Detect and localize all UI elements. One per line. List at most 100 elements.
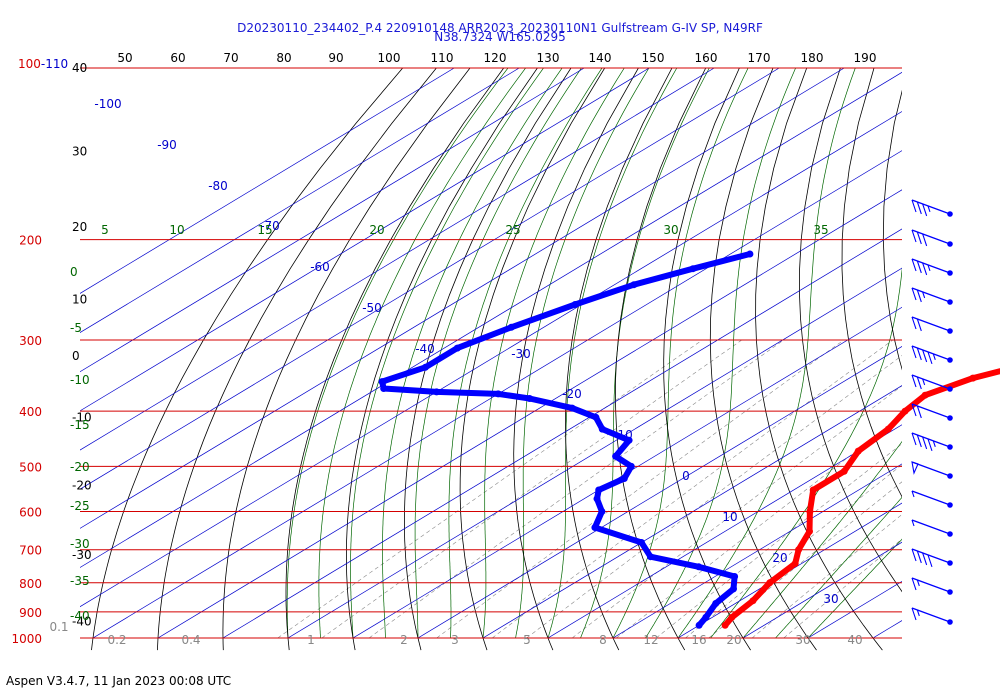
- isotherm-label: 10: [722, 510, 737, 524]
- temperature-point: [721, 621, 729, 629]
- wind-barb-staff: [911, 607, 951, 623]
- moist-adiabat-left-label: -5: [70, 321, 82, 335]
- mixing-ratio-line: [368, 339, 784, 639]
- dewpoint-point: [689, 265, 697, 273]
- wind-barb-full: [916, 318, 922, 332]
- wind-barb: [911, 316, 953, 334]
- dewpoint-point: [598, 508, 606, 515]
- moist-adiabat-left-label: -20: [70, 460, 90, 474]
- top-axis-label: 60: [170, 51, 185, 65]
- mixing-ratio-label: 20: [726, 633, 741, 647]
- wind-barb-full: [916, 289, 922, 303]
- pressure-tick-label: 800: [19, 577, 42, 591]
- wind-barb-full: [922, 552, 928, 566]
- wind-barb-station: [947, 589, 953, 595]
- wind-barb: [911, 577, 953, 595]
- wind-barb: [911, 229, 953, 247]
- height-label: 30: [72, 144, 87, 158]
- wind-barb-station: [947, 415, 953, 421]
- moist-adiabat-left-label: -30: [70, 537, 90, 551]
- dry-adiabat-line: [285, 68, 505, 651]
- temperature-point: [854, 447, 862, 455]
- moist-adiabat-label: 15: [257, 223, 272, 237]
- wind-barb-full: [911, 229, 917, 243]
- top-axis-label: 120: [484, 51, 507, 65]
- height-label: -10: [72, 410, 92, 424]
- isotherm-label: -90: [157, 138, 177, 152]
- wind-barb-staff: [911, 519, 951, 535]
- temperature-line: [722, 368, 1000, 629]
- wind-barb-station: [947, 357, 953, 363]
- pressure-tick-label: 600: [19, 506, 42, 520]
- isotherm-label: -60: [310, 260, 330, 274]
- wind-barb-full: [911, 345, 917, 359]
- isotherm-line: [872, 620, 902, 639]
- wind-barb: [911, 258, 953, 276]
- wind-barb: [911, 287, 953, 305]
- dewpoint-point: [453, 344, 461, 352]
- isotherm-line: [417, 346, 902, 639]
- mixing-ratio-label: 40: [847, 633, 862, 647]
- dry-adiabat-line: [663, 68, 751, 651]
- wind-barb-full: [911, 403, 917, 417]
- wind-barb-station: [947, 473, 953, 479]
- dewpoint-point: [378, 378, 386, 386]
- isotherm-label: -100: [94, 97, 121, 111]
- moist-adiabat-line: [580, 68, 710, 639]
- wind-barb: [911, 519, 953, 537]
- wind-barb-full: [916, 434, 922, 448]
- wind-barb-station: [947, 299, 953, 305]
- height-label: 0: [72, 349, 80, 363]
- wind-barb-full: [916, 231, 922, 245]
- isotherm-line: [807, 580, 902, 639]
- moist-adiabat-line: [677, 68, 856, 639]
- temperature-point: [901, 407, 909, 415]
- moist-adiabat-label: 5: [101, 223, 109, 237]
- moist-adiabat-line: [775, 496, 902, 639]
- isotherm-line: [938, 68, 1000, 638]
- moist-adiabat-left-label: 0: [70, 265, 78, 279]
- sounding-profiles: [378, 250, 1000, 629]
- top-axis-label: 140: [589, 51, 612, 65]
- mixing-ratio-label: 0.2: [107, 633, 126, 647]
- top-axis-label: 160: [695, 51, 718, 65]
- mixing-ratio-line: [277, 339, 703, 639]
- wind-barb-full: [916, 376, 922, 390]
- dewpoint-point: [591, 524, 599, 531]
- isotherm-line: [92, 150, 902, 639]
- wind-barb-full: [911, 258, 917, 272]
- dry-adiabat-line: [346, 68, 538, 651]
- dry-adiabat-line: [963, 68, 1000, 650]
- wind-barb-staff: [911, 229, 951, 245]
- mixing-ratio-label: 5: [523, 633, 531, 647]
- dewpoint-point: [638, 539, 645, 546]
- moist-adiabat-line: [482, 68, 625, 639]
- isotherm-line: [677, 502, 902, 639]
- wind-barb: [911, 345, 953, 365]
- wind-barb-full: [911, 607, 917, 621]
- wind-barb-half: [927, 205, 931, 213]
- temperature-point: [766, 579, 774, 587]
- top-axis-label: 90: [328, 51, 343, 65]
- isotherm-label: -40: [415, 342, 435, 356]
- moist-adiabat-left-label: -10: [70, 373, 90, 387]
- mixing-ratio-lines: [277, 339, 902, 639]
- wind-barb-staff: [911, 432, 951, 448]
- mixing-ratio-line: [321, 339, 742, 639]
- wind-barb-full: [916, 201, 922, 215]
- wind-barb-full: [911, 287, 917, 301]
- mixing-ratio-label: 2: [400, 633, 408, 647]
- wind-barb-full: [911, 432, 917, 446]
- wind-barb: [911, 199, 953, 217]
- top-axis-label: 110: [431, 51, 454, 65]
- wind-barb-half: [927, 264, 931, 272]
- isotherm-label: -80: [208, 179, 228, 193]
- dewpoint-point: [598, 425, 606, 433]
- moist-adiabat-line: [350, 68, 544, 639]
- wind-barb-full: [922, 349, 928, 363]
- wind-barb-full: [916, 260, 922, 274]
- dry-adiabat-line: [799, 68, 902, 593]
- moist-adiabat-line: [645, 68, 796, 639]
- top-axis-label: 100: [378, 51, 401, 65]
